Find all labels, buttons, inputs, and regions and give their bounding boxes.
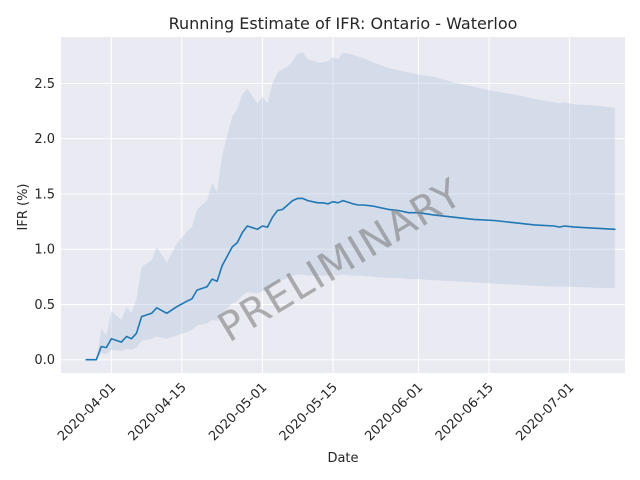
y-tick-label: 0.0	[34, 353, 55, 368]
y-tick-labels: 0.0 0.5 1.0 1.5 2.0 2.5	[34, 77, 55, 368]
y-tick-label: 1.5	[34, 187, 55, 202]
x-tick-label: 2020-04-15	[126, 380, 190, 444]
y-axis-label: IFR (%)	[16, 184, 31, 231]
grid	[61, 37, 625, 373]
chart-title: Running Estimate of IFR: Ontario - Water…	[169, 14, 518, 33]
y-tick-label: 2.5	[34, 77, 55, 92]
series-line-layer	[85, 197, 616, 361]
ifr-series-line	[85, 197, 616, 361]
x-tick-label: 2020-06-15	[433, 380, 497, 444]
x-tick-label: 2020-04-01	[55, 380, 119, 444]
x-tick-labels: 2020-04-01 2020-04-15 2020-05-01 2020-05-15…	[55, 380, 577, 444]
y-tick-label: 0.5	[34, 298, 55, 313]
y-tick-label: 2.0	[34, 132, 55, 147]
x-tick-label: 2020-05-01	[206, 380, 270, 444]
plot-background	[61, 37, 625, 373]
confidence-band	[86, 52, 615, 360]
confidence-band-layer	[86, 52, 615, 360]
y-tick-label: 1.0	[34, 243, 55, 258]
x-tick-label: 2020-05-15	[277, 380, 341, 444]
x-tick-label: 2020-07-01	[513, 380, 577, 444]
x-axis-label: Date	[327, 451, 358, 466]
x-tick-label: 2020-06-01	[362, 380, 426, 444]
